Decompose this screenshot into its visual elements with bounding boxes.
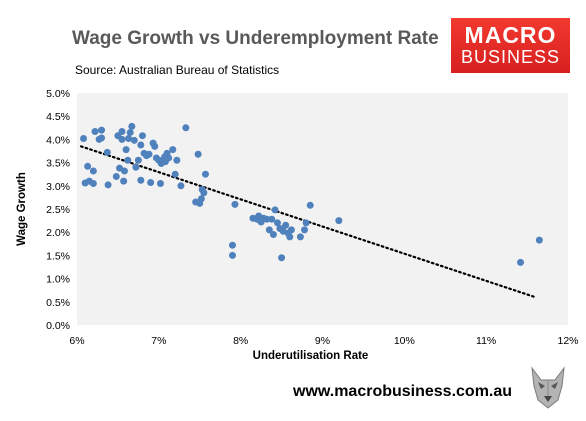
x-tick-label: 11% [476, 335, 496, 347]
data-point [124, 156, 132, 164]
data-point [137, 176, 145, 184]
data-point [171, 170, 179, 178]
data-point [104, 181, 112, 189]
data-point [286, 233, 294, 241]
data-point [120, 167, 128, 175]
website-url[interactable]: www.macrobusiness.com.au [293, 383, 513, 400]
y-tick-label: 4.5% [46, 111, 70, 123]
y-axis-ticks: 0.0% 0.5% 1.0% 1.5% 2.0% 2.5% 3.0% 3.5% 4.0% 4.5%… [46, 88, 70, 332]
data-point [287, 226, 295, 234]
y-tick-label: 1.5% [46, 250, 70, 262]
y-tick-label: 2.0% [46, 227, 70, 239]
x-tick-label: 7% [151, 335, 166, 347]
data-point [134, 156, 142, 164]
chart-title: Wage Growth vs Underemployment Rate [72, 28, 439, 49]
y-tick-label: 3.5% [46, 158, 70, 170]
logo-line-2: BUSINESS [460, 47, 561, 67]
data-point [306, 201, 314, 209]
data-point [282, 221, 290, 229]
data-point [201, 170, 209, 178]
data-point [228, 241, 236, 249]
data-point [130, 136, 138, 144]
data-point [147, 179, 155, 187]
data-point [89, 167, 97, 175]
data-point [118, 128, 126, 136]
y-tick-label: 2.5% [46, 204, 70, 216]
data-point [80, 134, 88, 142]
source-note: Source: Australian Bureau of Statistics [75, 63, 280, 77]
y-tick-label: 3.0% [46, 181, 70, 193]
y-tick-label: 5.0% [46, 88, 70, 100]
wolf-mascot-icon [531, 366, 565, 409]
data-point [122, 146, 130, 154]
data-point [173, 156, 181, 164]
y-tick-label: 0.5% [46, 297, 70, 309]
data-point [517, 258, 525, 266]
data-point [268, 215, 276, 223]
data-points [80, 122, 543, 266]
data-point [98, 134, 106, 142]
data-point [300, 226, 308, 234]
x-axis-ticks: 6% 7% 8% 9% 10% 11% 12% [69, 335, 578, 347]
data-point [89, 179, 97, 187]
data-point [200, 189, 208, 197]
data-point [535, 236, 543, 244]
y-axis-label: Wage Growth [16, 172, 28, 246]
data-point [177, 182, 185, 190]
data-point [125, 134, 133, 142]
data-point [271, 206, 279, 214]
data-point [98, 126, 106, 134]
data-point [91, 128, 99, 136]
data-point [156, 179, 164, 187]
data-point [302, 219, 310, 227]
data-point [269, 231, 277, 239]
y-tick-label: 1.0% [46, 274, 70, 286]
data-point [273, 219, 281, 227]
data-point [231, 200, 239, 208]
x-tick-label: 10% [394, 335, 415, 347]
logo-line-1: MACRO [464, 22, 557, 48]
y-tick-label: 4.0% [46, 134, 70, 146]
data-point [182, 124, 190, 132]
x-tick-label: 9% [315, 335, 330, 347]
data-point [137, 141, 145, 149]
data-point [118, 135, 126, 143]
data-point [128, 122, 136, 130]
data-point [228, 251, 236, 259]
data-point [296, 233, 304, 241]
data-point [132, 163, 140, 171]
data-point [151, 142, 159, 150]
data-point [265, 226, 273, 234]
data-point [84, 162, 92, 170]
data-point [120, 177, 128, 185]
data-point [335, 217, 343, 225]
data-point [165, 154, 173, 162]
x-tick-label: 6% [69, 335, 84, 347]
data-point [126, 128, 134, 136]
data-point [112, 173, 120, 181]
y-tick-label: 0.0% [46, 320, 70, 332]
data-point [278, 254, 286, 262]
data-point [145, 150, 153, 158]
macro-business-logo[interactable]: MACRO BUSINESS [451, 18, 570, 73]
x-tick-label: 8% [233, 335, 248, 347]
data-point [103, 148, 111, 156]
data-point [197, 195, 205, 203]
data-point [194, 150, 202, 158]
data-point [169, 146, 177, 154]
x-axis-label: Underutilisation Rate [253, 350, 369, 362]
plot-area [77, 93, 568, 325]
data-point [263, 215, 271, 223]
data-point [138, 132, 146, 140]
x-tick-label: 12% [557, 335, 578, 347]
